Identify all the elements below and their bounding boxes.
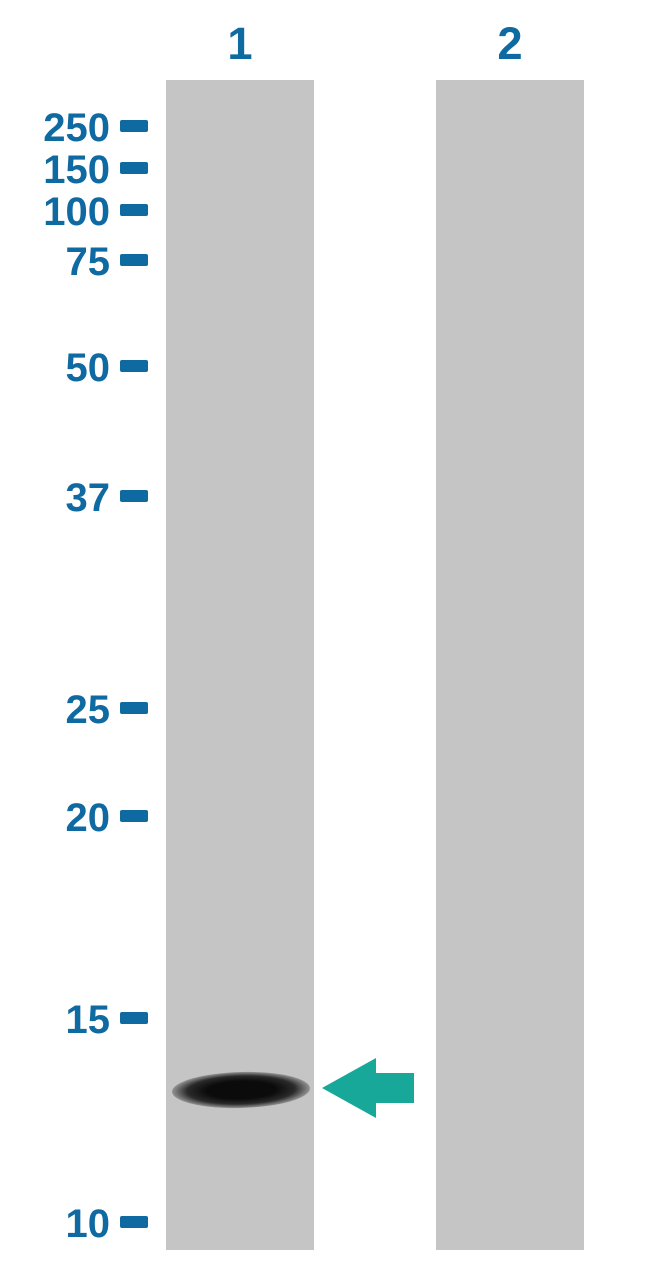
marker-tick-15 (120, 1012, 148, 1024)
marker-label-250: 250 (43, 108, 110, 148)
marker-tick-75 (120, 254, 148, 266)
marker-label-37: 37 (66, 478, 111, 518)
lane-2 (436, 80, 584, 1250)
marker-tick-25 (120, 702, 148, 714)
western-blot-figure: 1 2 250 150 100 75 50 37 25 20 15 10 (0, 0, 650, 1270)
marker-label-10: 10 (66, 1204, 111, 1244)
marker-tick-10 (120, 1216, 148, 1228)
lane-2-header: 2 (436, 18, 584, 70)
marker-label-20: 20 (66, 798, 111, 838)
marker-tick-37 (120, 490, 148, 502)
lane-1-header: 1 (166, 18, 314, 70)
marker-tick-20 (120, 810, 148, 822)
marker-label-75: 75 (66, 242, 111, 282)
marker-tick-150 (120, 162, 148, 174)
marker-tick-250 (120, 120, 148, 132)
marker-tick-50 (120, 360, 148, 372)
marker-label-15: 15 (66, 1000, 111, 1040)
marker-label-150: 150 (43, 150, 110, 190)
band-indicator-arrow-icon (322, 1058, 414, 1118)
marker-label-100: 100 (43, 192, 110, 232)
marker-label-25: 25 (66, 690, 111, 730)
marker-label-50: 50 (66, 348, 111, 388)
marker-tick-100 (120, 204, 148, 216)
